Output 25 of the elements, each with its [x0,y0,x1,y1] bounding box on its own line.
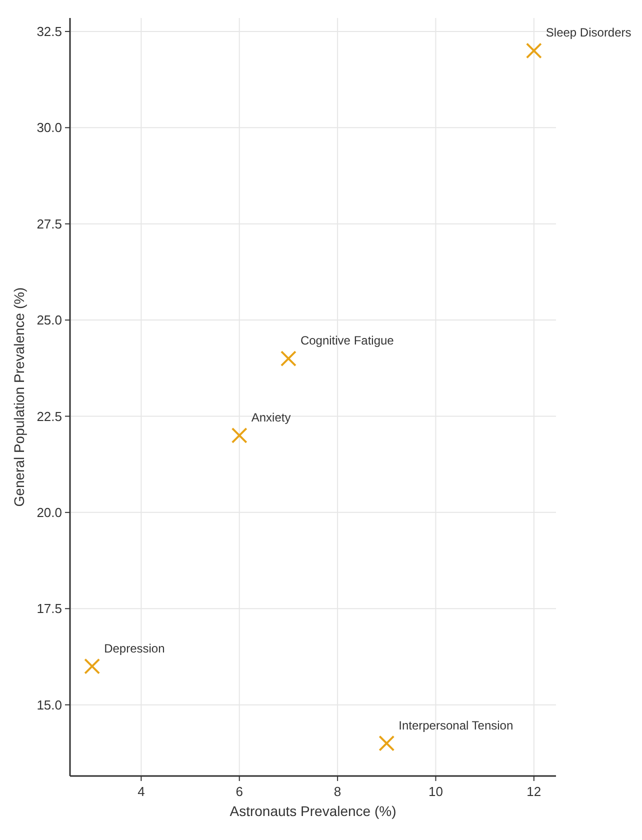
annotation: Depression [104,641,165,656]
y-tick-label: 20.0 [36,504,62,520]
y-tick-label: 30.0 [36,120,62,136]
y-tick-label: 17.5 [36,601,62,616]
x-tick-label: 12 [526,784,542,799]
point [84,658,100,674]
annotation: Interpersonal Tension [398,718,514,732]
y-tick-label: 27.5 [36,216,62,232]
x-axis-title: Astronauts Prevalence (%) [230,803,396,819]
y-tick-label: 22.5 [36,408,62,424]
y-tick-label: 32.5 [36,24,62,40]
y-axis-title: General Population Prevalence (%) [11,287,27,507]
x-tick-label: 8 [334,784,342,799]
annotation: Sleep Disorders [546,26,632,40]
annotation: Anxiety [251,410,291,424]
point [231,427,248,444]
annotation: Cognitive Fatigue [300,334,394,348]
x-tick-label: 4 [138,784,145,799]
point [526,42,542,59]
x-tick-label: 10 [428,784,443,799]
point [280,350,296,367]
y-tick-label: 25.0 [36,312,62,328]
x-tick-label: 6 [236,784,243,799]
y-tick-label: 15.0 [36,697,62,712]
point [378,735,395,752]
